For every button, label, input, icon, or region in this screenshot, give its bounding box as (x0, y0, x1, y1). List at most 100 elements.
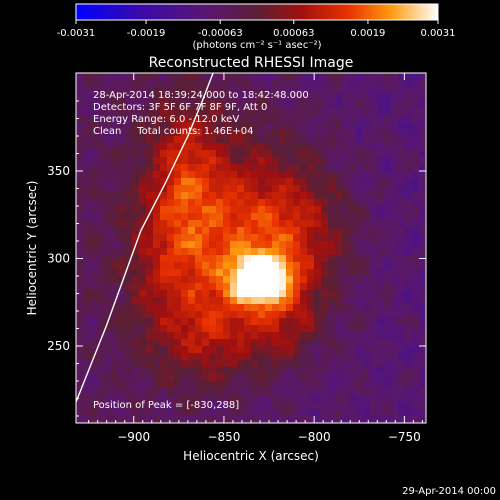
heatmap-cell (398, 367, 406, 375)
heatmap-cell (153, 80, 161, 88)
heatmap-cell (139, 171, 147, 179)
heatmap-cell (104, 374, 112, 382)
heatmap-cell (202, 416, 210, 423)
heatmap-cell (335, 402, 343, 410)
heatmap-cell (104, 416, 112, 423)
heatmap-cell (419, 325, 426, 333)
heatmap-cell (90, 367, 98, 375)
heatmap-cell (370, 192, 378, 200)
heatmap-cell (391, 115, 399, 123)
heatmap-cell (356, 416, 364, 423)
heatmap-cell (153, 353, 161, 361)
heatmap-cell (328, 374, 336, 382)
heatmap-cell (370, 297, 378, 305)
heatmap-cell (97, 178, 105, 186)
heatmap-cell (286, 94, 294, 102)
solar-limb-line (76, 73, 214, 403)
heatmap-cell (265, 164, 273, 172)
heatmap-cell (377, 360, 385, 368)
heatmap-cell (405, 206, 413, 214)
heatmap-cell (174, 416, 182, 423)
heatmap-cell (244, 332, 252, 340)
heatmap-cell (419, 122, 426, 130)
heatmap-cell (146, 367, 154, 375)
heatmap-cell (356, 213, 364, 221)
heatmap-cell (118, 311, 126, 319)
heatmap-cell (181, 157, 189, 165)
heatmap-cell (314, 171, 322, 179)
heatmap-cell (118, 199, 126, 207)
heatmap-cell (97, 318, 105, 326)
heatmap-cell (216, 360, 224, 368)
heatmap-cell (139, 346, 147, 354)
heatmap-cell (237, 248, 245, 256)
heatmap-cell (132, 297, 140, 305)
heatmap-cell (160, 157, 168, 165)
heatmap-cell (111, 283, 119, 291)
heatmap-cell (286, 101, 294, 109)
heatmap-cell (370, 227, 378, 235)
heatmap-cell (258, 262, 266, 270)
heatmap-cell (314, 339, 322, 347)
heatmap-cell (363, 115, 371, 123)
heatmap-cell (153, 367, 161, 375)
heatmap-cell (97, 108, 105, 116)
heatmap-cell (349, 332, 357, 340)
heatmap-cell (167, 87, 175, 95)
heatmap-cell (83, 115, 91, 123)
heatmap-cell (202, 325, 210, 333)
heatmap-cell (237, 101, 245, 109)
heatmap-cell (132, 136, 140, 144)
heatmap-cell (237, 185, 245, 193)
heatmap-cell (76, 360, 84, 368)
heatmap-cell (307, 129, 315, 137)
heatmap-cell (335, 332, 343, 340)
heatmap-cell (405, 395, 413, 403)
heatmap-cell (314, 108, 322, 116)
heatmap-cell (307, 318, 315, 326)
heatmap-cell (405, 220, 413, 228)
heatmap-cell (146, 213, 154, 221)
heatmap-cell (349, 157, 357, 165)
heatmap-cell (370, 108, 378, 116)
heatmap-cell (363, 381, 371, 389)
heatmap-cell (181, 290, 189, 298)
heatmap-cell (279, 353, 287, 361)
heatmap-cell (111, 192, 119, 200)
heatmap-cell (90, 108, 98, 116)
heatmap-cell (111, 122, 119, 130)
heatmap-cell (377, 255, 385, 263)
heatmap-cell (83, 262, 91, 270)
heatmap-cell (398, 192, 406, 200)
heatmap-cell (335, 283, 343, 291)
heatmap-cell (391, 213, 399, 221)
heatmap-cell (244, 374, 252, 382)
heatmap-cell (76, 297, 84, 305)
heatmap-cell (419, 318, 426, 326)
heatmap-cell (118, 185, 126, 193)
heatmap-cell (321, 115, 329, 123)
heatmap-cell (223, 220, 231, 228)
heatmap-cell (230, 94, 238, 102)
heatmap-cell (377, 304, 385, 312)
heatmap-cell (83, 276, 91, 284)
heatmap-cell (216, 143, 224, 151)
heatmap-cell (398, 178, 406, 186)
heatmap-cell (195, 164, 203, 172)
heatmap-cell (377, 234, 385, 242)
heatmap-cell (384, 150, 392, 158)
heatmap-cell (76, 262, 84, 270)
heatmap-cell (398, 339, 406, 347)
heatmap-cell (237, 262, 245, 270)
heatmap-cell (76, 304, 84, 312)
heatmap-cell (223, 115, 231, 123)
heatmap-cell (412, 255, 420, 263)
heatmap-cell (83, 395, 91, 403)
heatmap-cell (216, 416, 224, 423)
heatmap-cell (314, 374, 322, 382)
heatmap-cell (328, 360, 336, 368)
heatmap-cell (251, 220, 259, 228)
heatmap-cell (188, 199, 196, 207)
heatmap-cell (384, 290, 392, 298)
heatmap-cell (328, 248, 336, 256)
